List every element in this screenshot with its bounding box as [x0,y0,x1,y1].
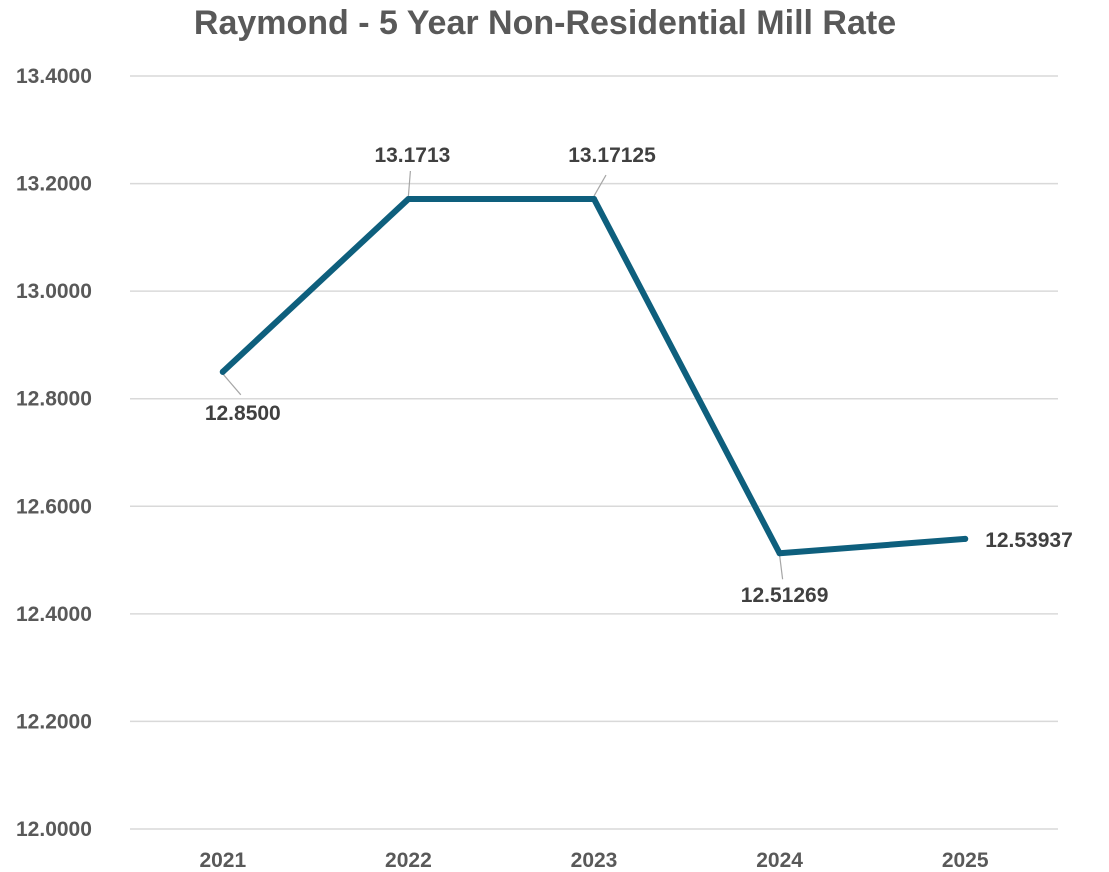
y-tick-label: 13.0000 [16,280,92,303]
data-label-leader [222,373,242,396]
y-tick-label: 12.4000 [16,603,92,626]
series-line [219,196,969,557]
y-tick-label: 12.0000 [16,818,92,841]
data-label-leader [779,555,784,580]
y-tick-label: 13.2000 [16,173,92,196]
x-tick-label: 2023 [571,849,618,872]
gridlines [130,75,1058,830]
x-tick-label: 2025 [942,849,989,872]
data-label: 12.53937 [985,529,1073,552]
x-axis-ticks: 2021 2022 2023 2024 2025 [199,849,988,872]
x-tick-label: 2024 [756,849,803,872]
y-tick-label: 12.8000 [16,388,92,411]
series-layer [219,196,969,557]
x-tick-label: 2022 [385,849,432,872]
data-point [219,368,226,375]
data-point [776,550,783,557]
data-label: 12.51269 [741,584,829,607]
data-point [962,535,969,542]
data-label: 12.8500 [205,402,281,425]
data-label-leader [593,174,607,197]
y-axis-ticks: 13.4000 13.2000 13.0000 12.8000 12.6000 12.40… [16,65,92,841]
data-point [591,196,597,203]
y-tick-label: 13.4000 [16,65,92,88]
data-label-leaders [222,170,784,580]
data-label-leader [407,170,411,197]
data-labels: 12.8500 13.1713 13.17125 12.51269 12.53937 [205,144,1073,607]
x-tick-label: 2021 [199,849,246,872]
data-label: 13.17125 [568,144,656,167]
y-tick-label: 12.6000 [16,495,92,518]
chart-title: Raymond - 5 Year Non-Residential Mill Ra… [194,4,896,42]
data-label: 13.1713 [374,144,450,167]
data-point [405,196,412,203]
y-tick-label: 12.2000 [16,710,92,733]
